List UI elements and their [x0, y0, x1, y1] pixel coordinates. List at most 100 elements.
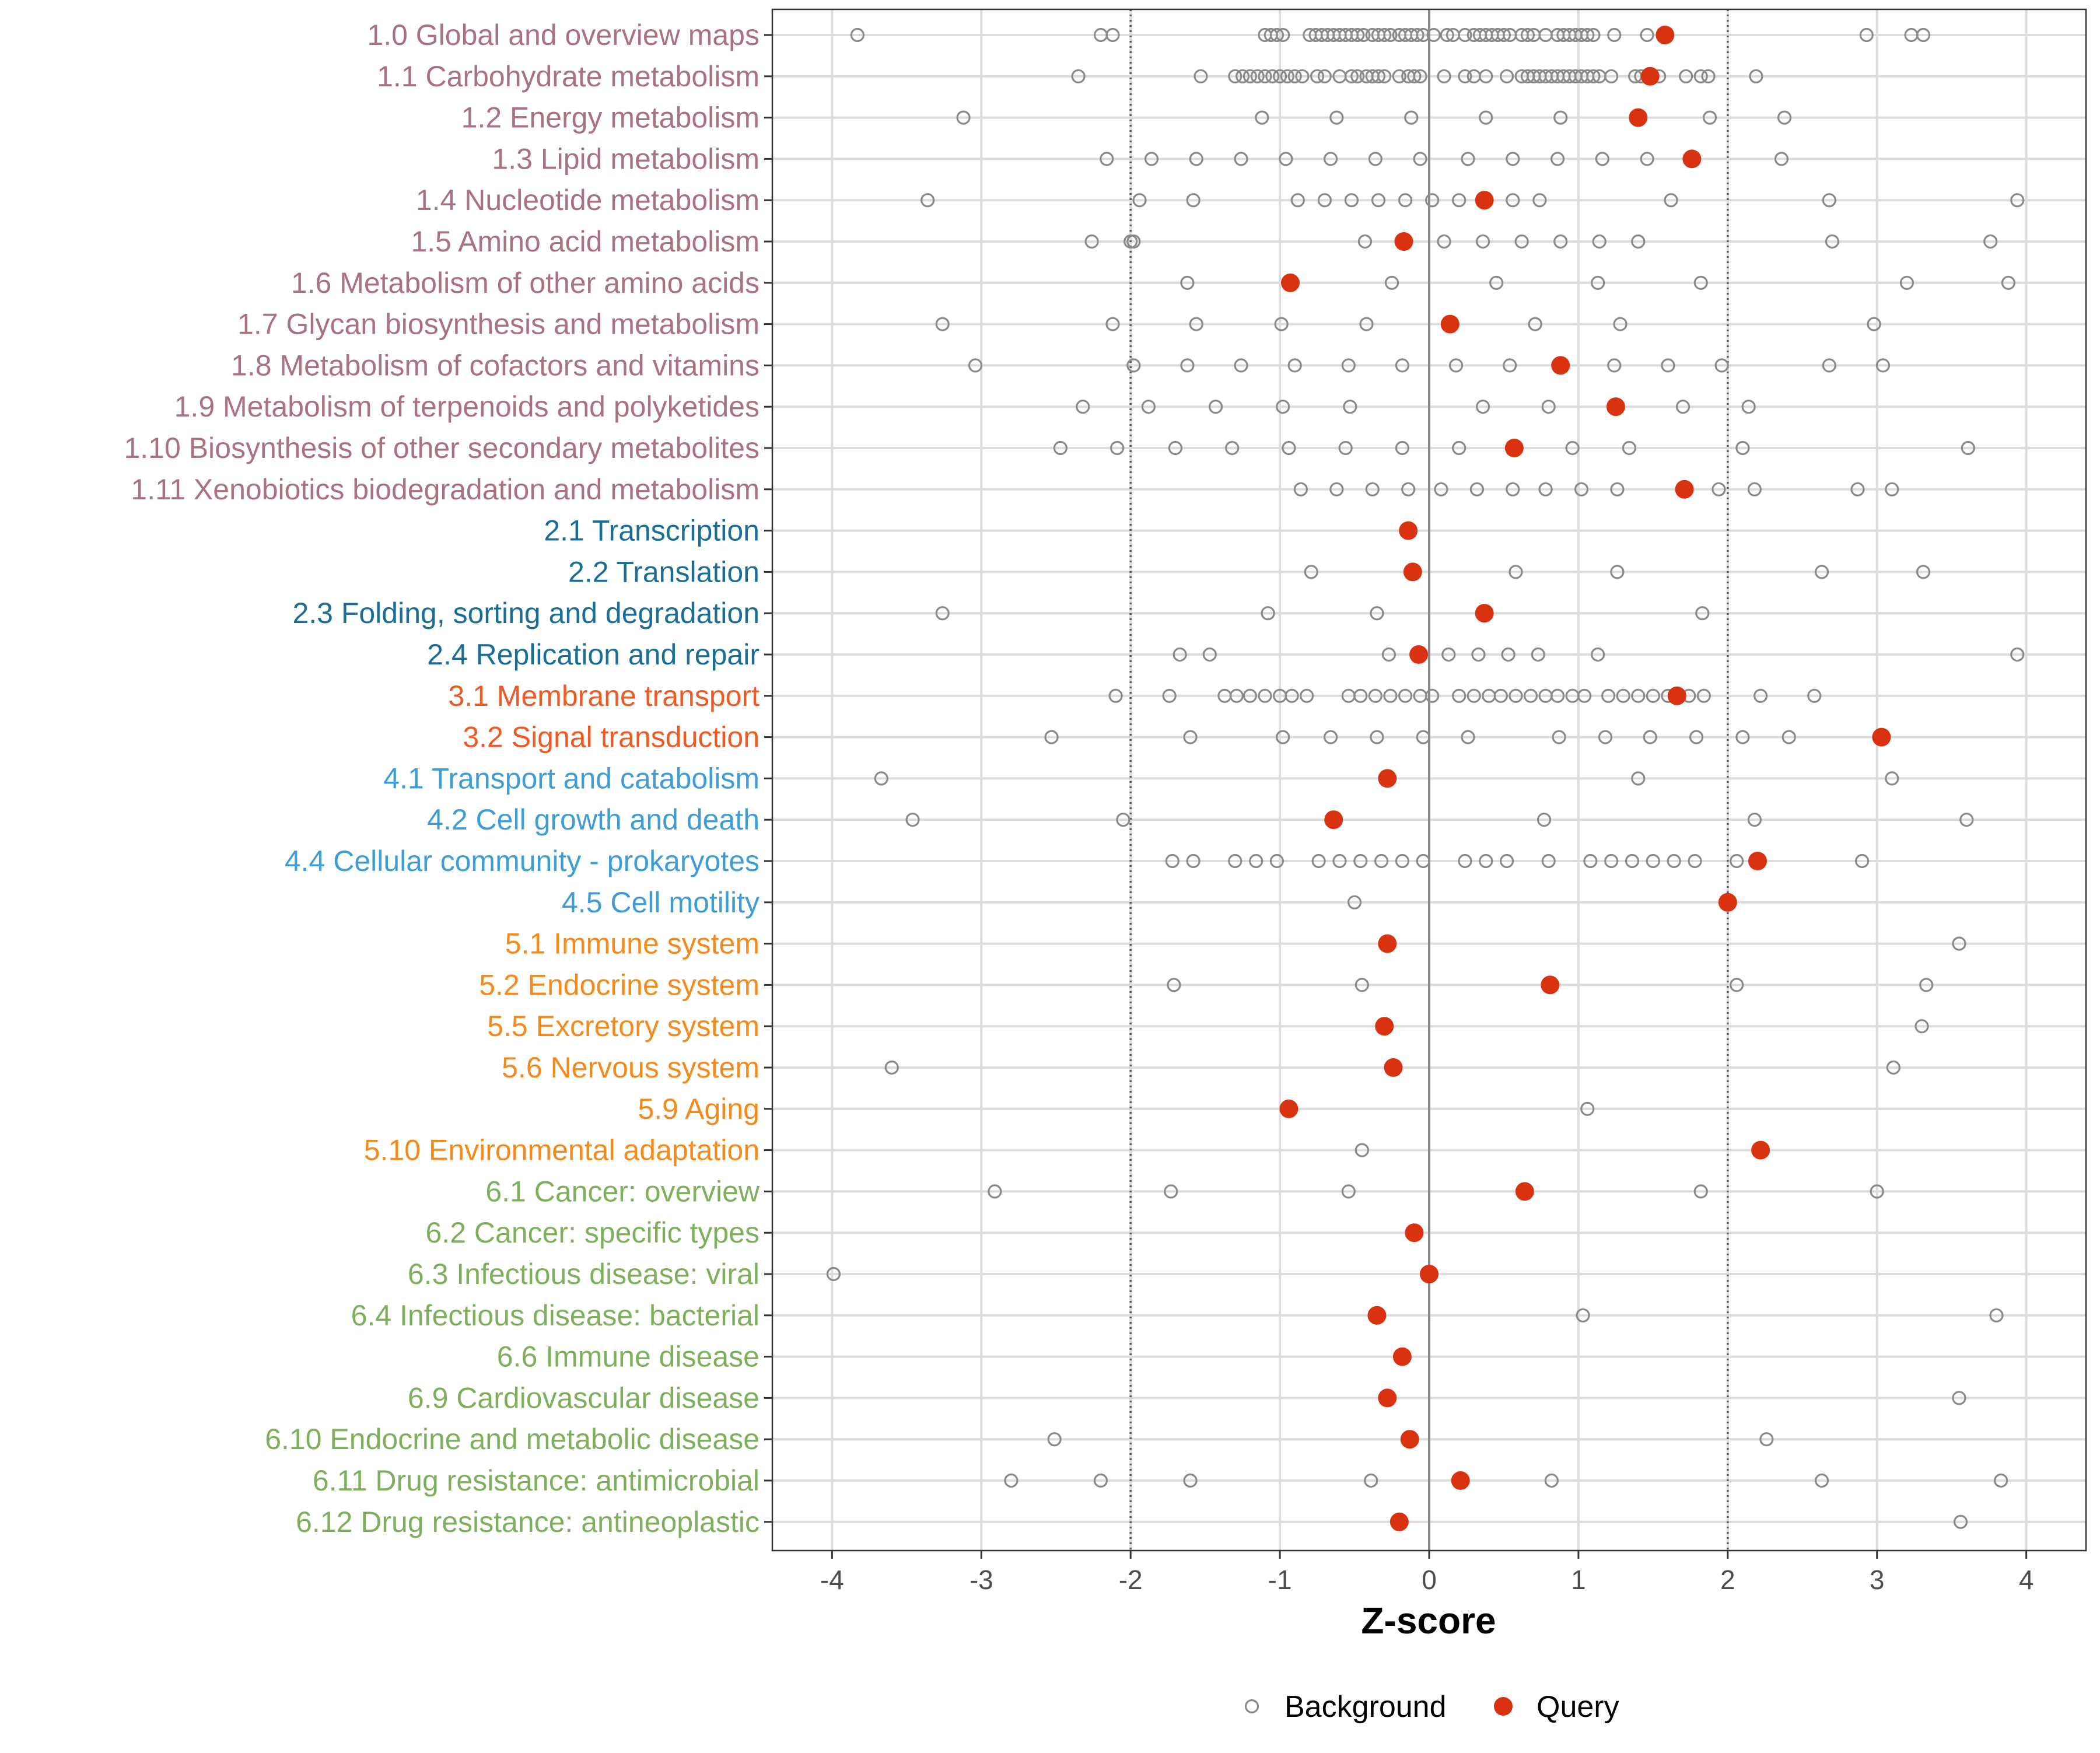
- background-point: [1242, 69, 1258, 83]
- x-tick-label: -4: [820, 1565, 844, 1595]
- background-point: [1730, 978, 1744, 992]
- category-label: 5.6 Nervous system: [502, 1051, 760, 1084]
- background-point: [1452, 440, 1466, 456]
- background-point: [1583, 853, 1598, 869]
- query-point: [1420, 1265, 1438, 1283]
- background-point: [1532, 193, 1547, 208]
- background-point: [1269, 853, 1284, 869]
- category-label: 5.2 Endocrine system: [479, 968, 760, 1001]
- background-point: [1822, 358, 1836, 373]
- background-point: [1458, 853, 1472, 869]
- category-label: 6.11 Drug resistance: antimicrobial: [313, 1464, 760, 1497]
- background-point: [1625, 853, 1640, 869]
- category-label: 5.5 Excretory system: [487, 1010, 760, 1042]
- background-point: [1531, 647, 1545, 662]
- background-point: [1229, 688, 1244, 703]
- category-label: 5.1 Immune system: [505, 928, 760, 960]
- background-point: [1679, 69, 1693, 83]
- category-label: 5.10 Environmental adaptation: [364, 1134, 760, 1167]
- query-point: [1324, 810, 1343, 830]
- background-point: [1541, 400, 1556, 414]
- background-point: [1489, 275, 1504, 290]
- background-point: [1044, 730, 1059, 744]
- background-point: [1255, 110, 1269, 125]
- background-point: [1071, 69, 1086, 83]
- background-point: [1282, 440, 1296, 456]
- background-point: [1536, 813, 1552, 827]
- background-point: [1353, 688, 1368, 703]
- background-point: [1225, 440, 1240, 456]
- background-point: [1952, 936, 1966, 951]
- background-point: [921, 193, 935, 208]
- background-point: [1383, 27, 1398, 43]
- background-point: [1276, 730, 1290, 744]
- background-point: [1250, 69, 1265, 83]
- query-point: [1440, 314, 1460, 334]
- background-point: [1604, 69, 1619, 83]
- background-point: [1508, 565, 1523, 579]
- background-point: [1514, 234, 1529, 249]
- query-point: [1675, 480, 1694, 499]
- x-tick-label: 2: [1720, 1565, 1735, 1595]
- background-point: [1916, 565, 1931, 579]
- background-point: [1479, 69, 1493, 83]
- background-point: [1276, 27, 1290, 43]
- background-point: [1284, 688, 1299, 703]
- category-label: 4.4 Cellular community - prokaryotes: [285, 845, 760, 877]
- background-point: [988, 1184, 1002, 1199]
- background-point: [1076, 400, 1090, 414]
- background-point: [2010, 647, 2025, 662]
- background-point: [1607, 358, 1622, 373]
- background-point: [1915, 1019, 1929, 1034]
- background-point: [1747, 813, 1762, 827]
- background-point: [850, 27, 864, 43]
- background-point: [1377, 69, 1392, 83]
- background-point: [1774, 152, 1789, 166]
- category-label: 2.1 Transcription: [544, 515, 760, 547]
- background-point: [1598, 730, 1613, 744]
- category-label: 6.2 Cancer: specific types: [426, 1216, 760, 1249]
- background-points: [826, 27, 2025, 1529]
- background-point: [1116, 813, 1130, 827]
- background-point: [1304, 565, 1318, 579]
- background-point: [1959, 813, 1974, 827]
- background-point: [1814, 1473, 1829, 1488]
- background-point: [1693, 1184, 1708, 1199]
- background-point: [1300, 688, 1314, 703]
- background-point: [1586, 69, 1601, 83]
- query-point: [1378, 934, 1397, 953]
- query-point: [1281, 273, 1300, 292]
- background-point: [1693, 275, 1708, 290]
- x-axis-title: Z-score: [1361, 1600, 1496, 1642]
- query-point: [1751, 1140, 1770, 1160]
- background-point: [1329, 110, 1344, 125]
- background-point: [1496, 27, 1511, 43]
- query-point: [1390, 1512, 1409, 1531]
- background-point: [1329, 482, 1344, 496]
- background-point: [1777, 110, 1792, 125]
- background-point: [1646, 688, 1660, 703]
- background-point: [1952, 1391, 1966, 1405]
- background-point: [1814, 565, 1829, 579]
- background-point: [1344, 193, 1359, 208]
- background-point: [1538, 482, 1553, 496]
- background-point: [1899, 275, 1915, 290]
- background-point: [1416, 730, 1430, 744]
- query-point: [1629, 108, 1648, 127]
- background-point: [935, 317, 950, 331]
- category-label: 3.1 Membrane transport: [448, 680, 760, 712]
- background-point: [1332, 853, 1347, 869]
- query-point: [1872, 727, 1891, 747]
- background-point: [1499, 69, 1514, 83]
- background-point: [1807, 688, 1822, 703]
- category-label: 1.3 Lipid metabolism: [492, 142, 760, 175]
- background-point: [2010, 193, 2025, 208]
- background-point: [1311, 853, 1326, 869]
- query-point: [1667, 686, 1686, 705]
- background-point: [1242, 688, 1258, 703]
- x-tick-label: 3: [1870, 1565, 1885, 1595]
- background-point: [1577, 688, 1592, 703]
- background-point: [1413, 69, 1427, 83]
- background-point: [1701, 69, 1716, 83]
- background-point: [1395, 440, 1410, 456]
